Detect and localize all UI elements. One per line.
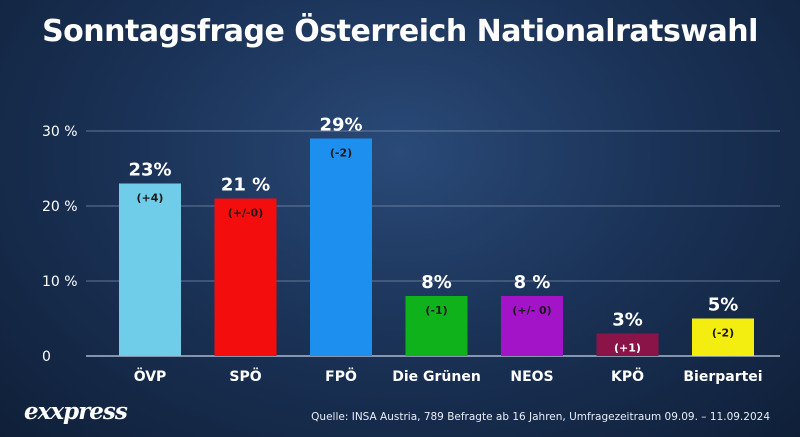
x-tick-label: FPÖ [325,367,357,385]
source-note: Quelle: INSA Austria, 789 Befragte ab 16… [311,411,770,423]
x-tick-label: Die Grünen [392,369,481,385]
change-label: (+1) [614,342,641,355]
change-label: (+/- 0) [512,304,551,317]
bar [405,296,468,356]
chart-title: Sonntagsfrage Österreich Nationalratswah… [42,14,758,49]
change-label: (-2) [330,147,352,160]
change-label: (+/-0) [228,207,264,220]
x-tick-label: NEOS [510,369,553,385]
data-label: 5% [708,295,739,316]
y-tick-label: 30 % [42,124,78,140]
change-label: (-1) [425,304,447,317]
exxpress-logo: exxpress [24,398,128,425]
bar [692,318,754,356]
change-label: (-2) [712,327,734,340]
data-label: 29% [319,115,362,136]
data-label: 21 % [221,175,270,196]
data-label: 3% [612,310,643,331]
y-tick-label: 20 % [42,199,78,215]
bar [596,333,659,356]
x-tick-label: SPÖ [229,367,261,385]
x-tick-label: ÖVP [134,367,167,385]
data-label: 8% [421,272,452,293]
x-tick-label: KPÖ [611,367,644,385]
change-label: (+4) [137,192,164,205]
bar [501,296,563,356]
bar [119,183,181,356]
bar [310,138,372,356]
data-label: 23% [128,160,171,181]
y-tick-label: 10 % [42,274,78,290]
x-tick-label: Bierpartei [683,369,762,385]
data-label: 8 % [514,272,551,293]
bar [214,198,277,356]
y-tick-label: 0 [42,349,51,365]
